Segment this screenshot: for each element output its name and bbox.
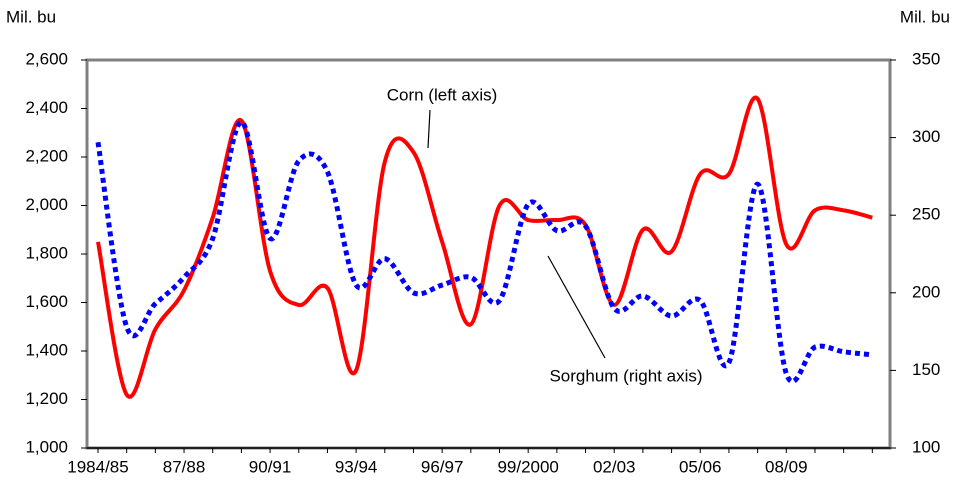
y-tick-label: 1,400	[25, 340, 68, 359]
y-tick-label: 2,400	[25, 98, 68, 117]
y2-tick-label: 150	[912, 360, 940, 379]
x-tick-label: 02/03	[593, 457, 636, 476]
x-tick-label: 93/94	[335, 457, 378, 476]
y-tick-label: 1,200	[25, 389, 68, 408]
annotation-leader	[427, 109, 431, 149]
annotation-leader	[547, 255, 606, 359]
y-tick-label: 1,600	[25, 292, 68, 311]
y2-tick-label: 250	[912, 205, 940, 224]
x-tick-label: 08/09	[765, 457, 808, 476]
annotation: Corn (left axis)	[387, 85, 498, 104]
y-tick-label: 2,200	[25, 146, 68, 165]
y-tick-label: 1,800	[25, 243, 68, 262]
y-axis-label: Mil. bu	[6, 7, 56, 26]
y2-tick-label: 200	[912, 282, 940, 301]
x-tick-label: 96/97	[421, 457, 464, 476]
y2-axis-label: Mil. bu	[900, 7, 950, 26]
y-tick-label: 1,000	[25, 437, 68, 456]
y2-tick-label: 350	[912, 49, 940, 68]
x-tick-label: 1984/85	[67, 457, 128, 476]
series-line	[96, 95, 873, 399]
y-tick-label: 2,000	[25, 195, 68, 214]
y2-tick-label: 300	[912, 127, 940, 146]
x-tick-label: 05/06	[679, 457, 722, 476]
y2-tick-label: 100	[912, 437, 940, 456]
x-tick-label: 99/2000	[497, 457, 558, 476]
x-tick-label: 90/91	[249, 457, 292, 476]
y-tick-label: 2,600	[25, 49, 68, 68]
x-tick-label: 87/88	[163, 457, 206, 476]
series-line	[95, 119, 873, 385]
annotation: Sorghum (right axis)	[549, 366, 702, 385]
